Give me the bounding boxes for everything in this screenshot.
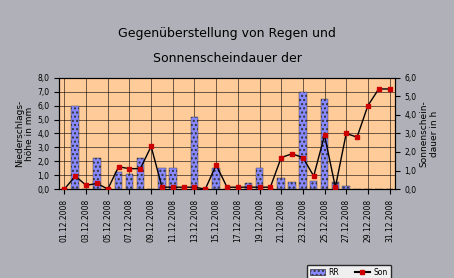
Bar xyxy=(342,186,350,189)
Bar xyxy=(158,168,166,189)
Bar xyxy=(310,181,317,189)
Y-axis label: Niederschlags-
höhe in mm: Niederschlags- höhe in mm xyxy=(15,100,35,167)
Text: Sonnenscheindauer der: Sonnenscheindauer der xyxy=(153,52,301,65)
Bar xyxy=(331,182,339,189)
Bar xyxy=(93,158,101,189)
Bar xyxy=(256,168,263,189)
Text: Gegenüberstellung von Regen und: Gegenüberstellung von Regen und xyxy=(118,27,336,40)
Bar xyxy=(212,168,220,189)
Bar xyxy=(321,99,328,189)
Bar xyxy=(71,106,79,189)
Bar xyxy=(288,182,296,189)
Bar xyxy=(245,183,252,189)
Bar xyxy=(137,158,144,189)
Legend: RR, Son: RR, Son xyxy=(306,265,391,278)
Bar xyxy=(191,117,198,189)
Bar xyxy=(299,92,306,189)
Bar xyxy=(169,168,177,189)
Bar xyxy=(115,172,123,189)
Bar xyxy=(277,178,285,189)
Bar xyxy=(126,174,133,189)
Y-axis label: Sonnenschein-
dauer in h: Sonnenschein- dauer in h xyxy=(419,100,439,167)
